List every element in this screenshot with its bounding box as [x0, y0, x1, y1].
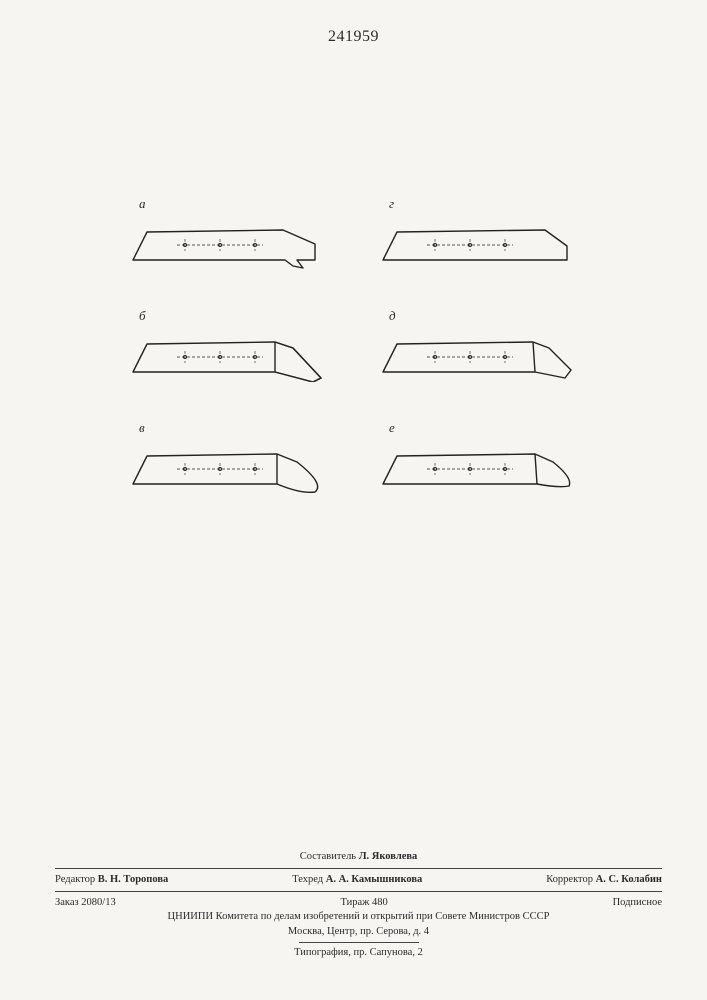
compiler-label: Составитель — [300, 851, 356, 862]
order-number: 2080/13 — [81, 897, 115, 908]
footer-rule-2 — [55, 891, 662, 892]
subfigure: б — [125, 312, 325, 382]
press-line: Типография, пр. Сапунова, 2 — [55, 946, 662, 960]
corrector-label: Корректор — [546, 874, 593, 885]
credits-row: Редактор В. Н. Торопова Техред А. А. Кам… — [55, 873, 662, 887]
corrector-name: А. С. Колабин — [596, 874, 662, 885]
page: 241959 агбдве Составитель Л. Яковлева Ре… — [0, 0, 707, 1000]
footer-block: Составитель Л. Яковлева Редактор В. Н. Т… — [55, 850, 662, 960]
subfigure: а — [125, 200, 325, 270]
footer-rule-3 — [299, 942, 419, 943]
subfigure: в — [125, 424, 325, 494]
editor-label: Редактор — [55, 874, 95, 885]
subscription: Подписное — [613, 896, 662, 910]
editor-name: В. Н. Торопова — [98, 874, 169, 885]
document-number: 241959 — [0, 28, 707, 46]
footer-rule-1 — [55, 868, 662, 869]
print-row: Заказ 2080/13 Тираж 480 Подписное — [55, 896, 662, 910]
subfigure: д — [375, 312, 575, 382]
subfigure: г — [375, 200, 575, 270]
order-label: Заказ — [55, 897, 79, 908]
tirage-label: Тираж — [340, 897, 369, 908]
tirage-value: 480 — [372, 897, 388, 908]
techred-name: А. А. Камышникова — [326, 874, 423, 885]
figure-grid: агбдве — [125, 200, 585, 500]
org-addr: Москва, Центр, пр. Серова, д. 4 — [55, 925, 662, 939]
compiler-name: Л. Яковлева — [359, 851, 418, 862]
org-line: ЦНИИПИ Комитета по делам изобретений и о… — [55, 910, 662, 924]
subfigure: е — [375, 424, 575, 494]
techred-label: Техред — [292, 874, 323, 885]
